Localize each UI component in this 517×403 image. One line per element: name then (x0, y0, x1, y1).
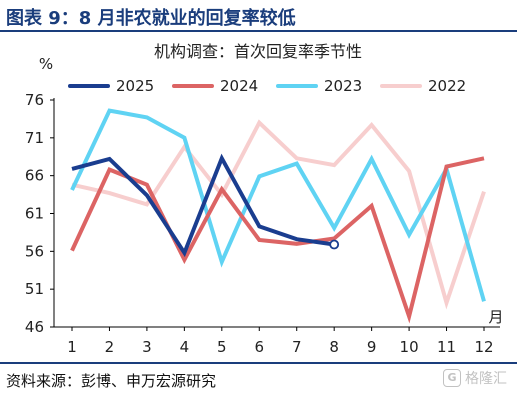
watermark-text: 格隆汇 (465, 371, 507, 387)
y-axis-label: % (39, 55, 53, 73)
figure-header: 图表 9：8 月非农就业的回复率较低 (0, 0, 517, 32)
series-line-2024 (70, 156, 485, 324)
line-chart: 机构调查：首次回复率季节性 2025 2024 2023 2022 %46515661… (25, 42, 504, 356)
series-line-2025 (71, 153, 335, 258)
x-tick-label: 8 (329, 338, 339, 356)
source-divider (0, 362, 517, 364)
watermark: G 格隆汇 (443, 368, 507, 388)
title-divider (0, 30, 517, 32)
x-tick-label: 2 (105, 338, 115, 356)
y-tick-label: 71 (25, 129, 44, 147)
y-tick-label: 76 (25, 91, 44, 109)
legend-label-2025: 2025 (116, 77, 154, 95)
x-tick-label: 12 (474, 338, 493, 356)
series-line-2023 (70, 108, 486, 302)
series-end-point-2025 (329, 239, 340, 250)
source-note: 资料来源：彭博、申万宏源研究 (6, 372, 217, 390)
x-tick-label: 6 (254, 338, 264, 356)
legend-label-2024: 2024 (220, 77, 258, 95)
x-tick-label: 9 (367, 338, 377, 356)
figure-title: 图表 9：8 月非农就业的回复率较低 (6, 8, 296, 29)
x-axis-label: 月 (488, 308, 503, 326)
legend-label-2022: 2022 (428, 77, 466, 95)
chart-title: 机构调查：首次回复率季节性 (154, 42, 362, 61)
chart-area: 机构调查：首次回复率季节性 2025 2024 2023 2022 % 46 51 56 61… (0, 33, 517, 360)
x-tick-label: 3 (142, 338, 152, 356)
y-tick-label: 46 (25, 318, 44, 336)
x-tick-label: 4 (180, 338, 190, 356)
x-tick-label: 10 (400, 338, 419, 356)
series-line-2022 (71, 119, 486, 310)
y-tick-label: 51 (25, 280, 44, 298)
y-tick-label: 61 (25, 205, 44, 223)
x-tick-label: 7 (292, 338, 302, 356)
y-tick-label: 56 (25, 242, 44, 260)
x-tick-label: 11 (437, 338, 456, 356)
watermark-logo-icon: G (443, 369, 461, 387)
legend-label-2023: 2023 (324, 77, 362, 95)
y-tick-label: 66 (25, 167, 44, 185)
x-tick-label: 5 (217, 338, 227, 356)
x-tick-label: 1 (67, 338, 77, 356)
